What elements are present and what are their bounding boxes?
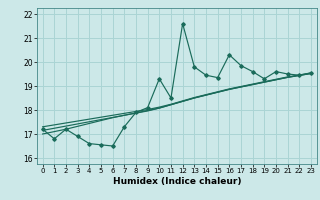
X-axis label: Humidex (Indice chaleur): Humidex (Indice chaleur)	[113, 177, 241, 186]
